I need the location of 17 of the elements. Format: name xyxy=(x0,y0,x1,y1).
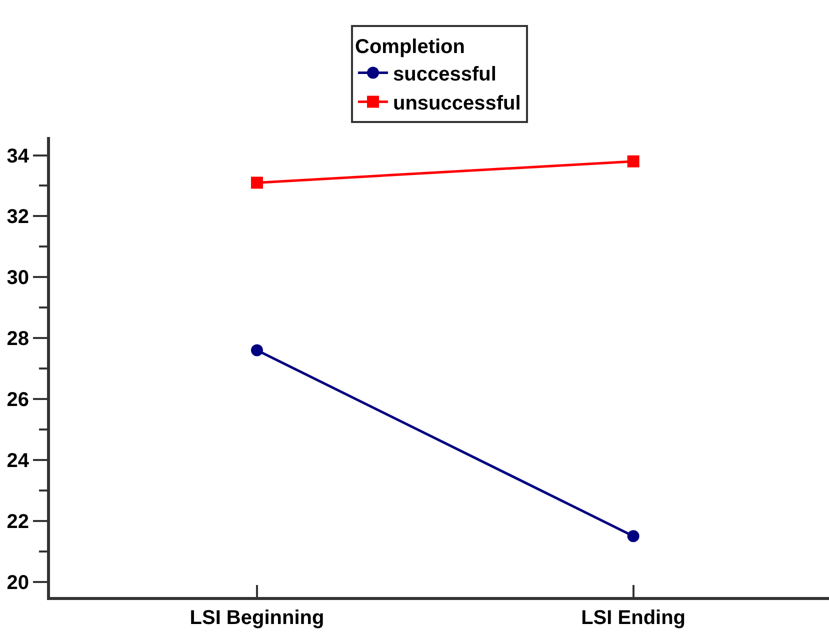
y-tick-label: 28 xyxy=(6,328,29,350)
y-tick-label: 24 xyxy=(6,450,30,472)
point xyxy=(250,344,263,356)
point xyxy=(250,176,263,189)
legend-title: Completion xyxy=(355,36,465,58)
y-tick-label: 22 xyxy=(6,510,29,533)
y-tick-label: 30 xyxy=(6,267,29,290)
point xyxy=(627,530,640,542)
y-tick-label: 34 xyxy=(6,145,30,168)
x-tick-label: LSI Ending xyxy=(581,607,686,629)
y-tick-label: 26 xyxy=(6,388,29,411)
legend-label: successful xyxy=(393,64,496,86)
y-tick-label: 20 xyxy=(6,572,29,594)
point xyxy=(627,155,640,168)
y-tick-label: 32 xyxy=(6,206,29,228)
x-tick-label: LSI Beginning xyxy=(190,607,324,629)
legend-label: unsuccessful xyxy=(393,92,521,114)
